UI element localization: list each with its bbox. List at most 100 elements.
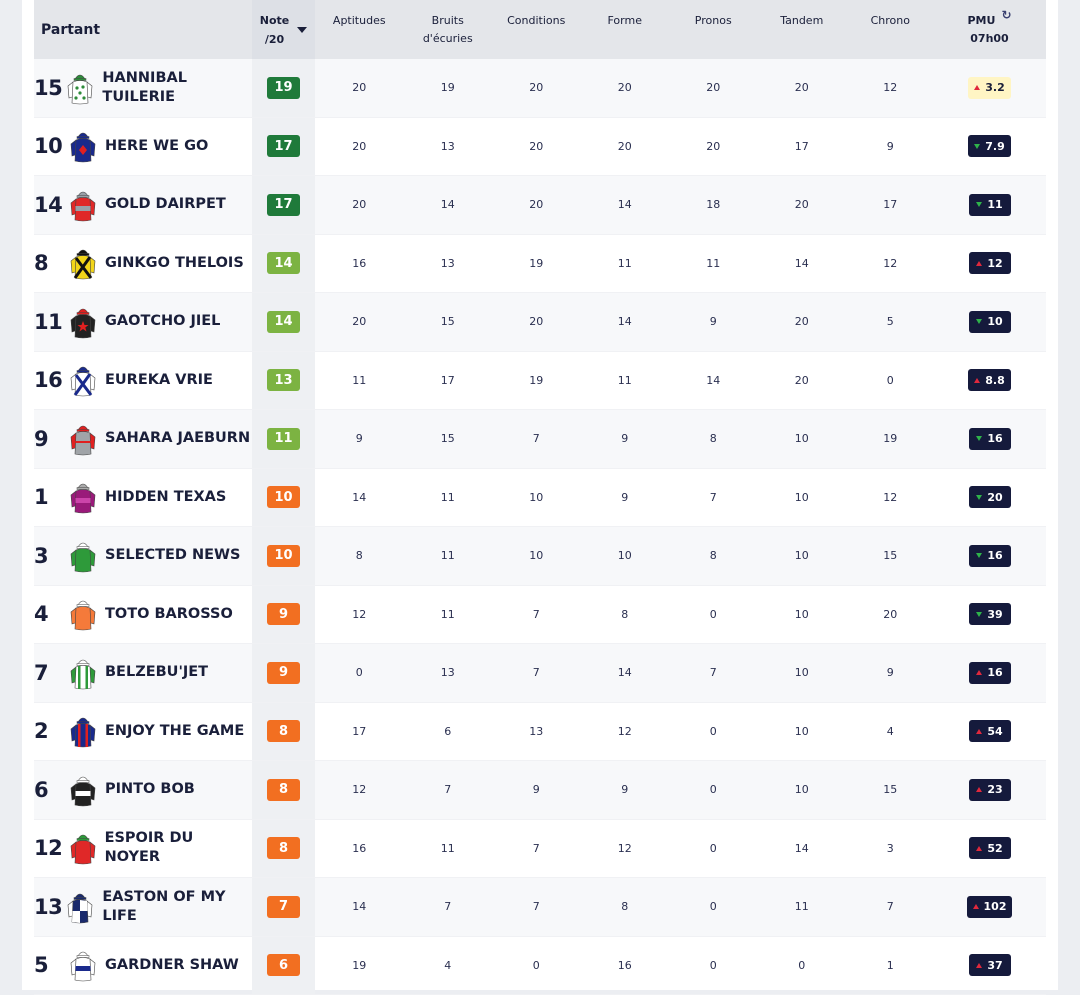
header-note[interactable]: Note /20: [252, 0, 315, 59]
odds-badge[interactable]: 7.9: [968, 135, 1011, 157]
score-chrono: 7: [846, 900, 935, 913]
odds-badge[interactable]: 23: [969, 779, 1011, 801]
horse-name[interactable]: BELZEBU'JET: [105, 663, 208, 682]
score-forme: 10: [581, 549, 670, 562]
odds-badge[interactable]: 3.2: [968, 77, 1011, 99]
header-chrono[interactable]: Chrono: [846, 12, 935, 48]
header-partant[interactable]: Partant: [34, 21, 252, 39]
header-pmu[interactable]: PMU↻ 07h00: [935, 12, 1045, 48]
horse-name[interactable]: EUREKA VRIE: [105, 371, 213, 390]
score-pronos: 0: [669, 959, 758, 972]
odds-badge[interactable]: 16: [969, 662, 1011, 684]
score-tandem: 14: [758, 257, 847, 270]
header-aptitudes[interactable]: Aptitudes: [315, 12, 404, 48]
score-aptitudes: 12: [315, 608, 404, 621]
pmu-cell: 37: [935, 954, 1045, 976]
trend-up-icon: [976, 787, 982, 792]
horse-name[interactable]: PINTO BOB: [105, 780, 195, 799]
header-pmu-time: 07h00: [935, 30, 1045, 48]
odds-badge[interactable]: 39: [969, 603, 1011, 625]
score-forme: 20: [581, 81, 670, 94]
refresh-icon[interactable]: ↻: [1001, 8, 1011, 22]
horse-name[interactable]: HANNIBAL TUILERIE: [102, 69, 252, 107]
horse-name[interactable]: GAOTCHO JIEL: [105, 312, 220, 331]
header-bruits[interactable]: Bruits d'écuries: [404, 12, 493, 48]
horse-name[interactable]: ESPOIR DU NOYER: [105, 829, 252, 867]
sort-desc-icon[interactable]: [297, 27, 307, 33]
partant-cell[interactable]: 2 ENJOY THE GAME: [34, 703, 252, 761]
horse-number: 2: [34, 719, 67, 743]
score-tandem: 20: [758, 315, 847, 328]
odds-value: 23: [987, 783, 1002, 796]
horse-name[interactable]: HIDDEN TEXAS: [105, 488, 226, 507]
horse-name[interactable]: EASTON OF MY LIFE: [102, 888, 252, 926]
odds-badge[interactable]: 16: [969, 545, 1011, 567]
trend-up-icon: [974, 85, 980, 90]
header-forme[interactable]: Forme: [581, 12, 670, 48]
note-badge: 13: [267, 369, 300, 391]
odds-badge[interactable]: 54: [969, 720, 1011, 742]
horse-name[interactable]: ENJOY THE GAME: [105, 722, 244, 741]
horse-name[interactable]: GARDNER SHAW: [105, 956, 239, 975]
odds-badge[interactable]: 8.8: [968, 369, 1011, 391]
horse-name[interactable]: HERE WE GO: [105, 137, 208, 156]
horse-name[interactable]: SAHARA JAEBURN: [105, 429, 250, 448]
odds-badge[interactable]: 20: [969, 486, 1011, 508]
trend-down-icon: [976, 319, 982, 324]
score-bruits: 17: [404, 374, 493, 387]
odds-value: 10: [987, 315, 1002, 328]
score-chrono: 12: [846, 491, 935, 504]
header-conditions[interactable]: Conditions: [492, 12, 581, 48]
horse-number: 5: [34, 953, 67, 977]
pmu-cell: 20: [935, 486, 1045, 508]
odds-value: 16: [987, 432, 1002, 445]
odds-badge[interactable]: 10: [969, 311, 1011, 333]
odds-badge[interactable]: 16: [969, 428, 1011, 450]
odds-badge[interactable]: 52: [969, 837, 1011, 859]
score-conditions: 20: [492, 140, 581, 153]
horse-name[interactable]: SELECTED NEWS: [105, 546, 241, 565]
horse-name[interactable]: GOLD DAIRPET: [105, 195, 226, 214]
odds-badge[interactable]: 37: [969, 954, 1011, 976]
header-pronos[interactable]: Pronos: [669, 12, 758, 48]
partant-cell[interactable]: 5 GARDNER SHAW: [34, 937, 252, 995]
header-tandem[interactable]: Tandem: [758, 12, 847, 48]
jockey-silk-icon: [67, 830, 99, 866]
note-cell: 9: [252, 644, 315, 702]
horse-name[interactable]: GINKGO THELOIS: [105, 254, 244, 273]
odds-badge[interactable]: 12: [969, 252, 1011, 274]
horse-name[interactable]: TOTO BAROSSO: [105, 605, 233, 624]
odds-badge[interactable]: 102: [967, 896, 1013, 918]
odds-badge[interactable]: 11: [969, 194, 1011, 216]
